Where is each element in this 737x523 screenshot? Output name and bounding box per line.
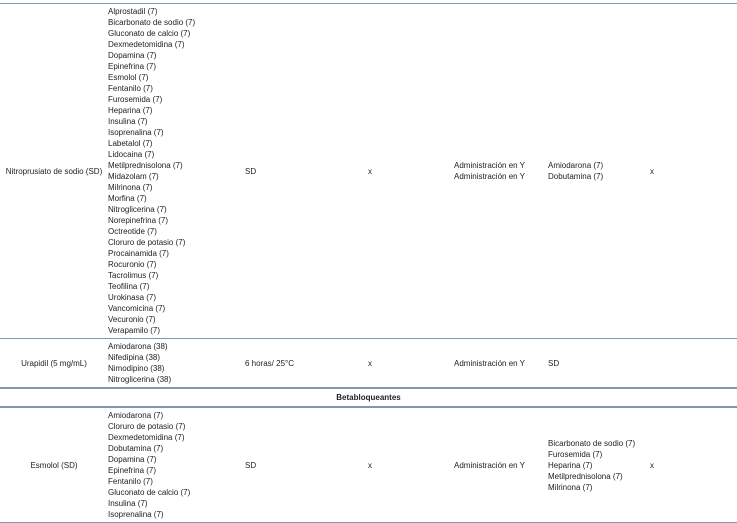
compatible-item: Rocuronio (7) [108,260,157,269]
administration: Administración en Y [454,406,548,523]
mark-text: x [368,460,372,470]
incompatible-item: Bicarbonato de sodio (7) [548,438,636,448]
compatible-item: Amiodarona (38) [108,342,168,351]
compatible-item: Insulina (7) [108,117,148,126]
incompatible-item: Amiodarona (7) [548,161,604,170]
section-title: Betabloqueantes [336,393,401,402]
compatible-item: Insulina (7) [108,499,148,508]
stability: SD [245,406,368,523]
compatible-item: Alprostadil (7) [108,7,158,16]
compatible: Alprostadil (7) Bicarbonato de sodio (7) G… [108,3,245,339]
compatible-item: Morfina (7) [108,194,147,203]
drug-name: Nitroprusiato de sodio (SD) [0,3,108,339]
compatible-item: Metilprednisolona (7) [108,161,183,170]
compatible-item: Cloruro de potasio (7) [108,238,186,247]
mark-text: x [368,358,372,368]
compatible-item: Nitroglicerina (7) [108,205,167,214]
compatible-item: Fentanilo (7) [108,477,153,486]
compatible-item: Epinefrina (7) [108,62,157,71]
compatible-item: Amiodarona (7) [108,411,164,420]
mark2 [650,338,737,389]
drug-name-text: Nitroprusiato de sodio (SD) [5,166,103,176]
compatible: Amiodarona (7) Cloruro de potasio (7) Dexm… [108,406,245,523]
stability-text: 6 horas/ 25°C [245,358,295,368]
incompatible: Amiodarona (7) Dobutamina (7) [548,3,650,339]
compatible-item: Gluconato de calcio (7) [108,488,191,497]
compatible-item: Midazolam (7) [108,172,159,181]
compatible-item: Bicarbonato de sodio (7) [108,18,196,27]
compatible-item: Norepinefrina (7) [108,216,169,225]
stability-text: SD [245,460,257,470]
administration: Administración en Y Administración en Y [454,3,548,339]
compatible-item: Verapamilo (7) [108,326,161,335]
compatible-item: Nifedipina (38) [108,353,161,362]
stability: 6 horas/ 25°C [245,338,368,389]
compatible-item: Dopamina (7) [108,51,157,60]
table-row: Esmolol (SD) Amiodarona (7) Cloruro de pot… [0,406,737,523]
incompatible-item: Heparina (7) [548,460,593,470]
compatible-item: Fentanilo (7) [108,84,153,93]
compatible-item: Procainamida (7) [108,249,169,258]
table-row: Betabloqueantes [0,387,737,408]
mark2: x [650,3,737,339]
compatible-item: Cloruro de potasio (7) [108,422,186,431]
compatible-item: Labetalol (7) [108,139,153,148]
compatible-item: Vancomicina (7) [108,304,166,313]
table-row: Urapidil (5 mg/mL) Amiodarona (38) Nifedip… [0,338,737,389]
compatible-item: Dopamina (7) [108,455,157,464]
compatible-item: Octreotide (7) [108,227,157,236]
incompatible-item: Milrinona (7) [548,482,593,492]
compatible-item: Teofilina (7) [108,282,150,291]
compatible: Amiodarona (38) Nifedipina (38) Nimodipino… [108,338,245,389]
administration-item: Administración en Y [454,161,525,170]
incompatible-item: Metilprednisolona (7) [548,471,623,481]
compatibility-table: Nitroprusiato de sodio (SD) Alprostadil (… [0,3,737,523]
incompatible: SD [548,338,650,389]
section-header: Betabloqueantes [0,387,737,408]
administration-item: Administración en Y [454,172,525,181]
compatible-item: Nitroglicerina (38) [108,375,172,384]
compatible-item: Vecuronio (7) [108,315,156,324]
mark2-text: x [650,460,654,470]
mark2-text: x [650,166,654,176]
compatible-item: Urokinasa (7) [108,293,157,302]
compatible-item: Isoprenalina (7) [108,128,164,137]
stability: SD [245,3,368,339]
compatible-item: Dexmedetomidina (7) [108,40,185,49]
mark-text: x [368,166,372,176]
compatible-item: Dexmedetomidina (7) [108,433,185,442]
compatible-item: Nimodipino (38) [108,364,165,373]
incompatible-item: SD [548,358,560,368]
administration-item: Administración en Y [454,358,525,368]
compatible-item: Tacrolimus (7) [108,271,159,280]
incompatible: Bicarbonato de sodio (7) Furosemida (7) He… [548,406,650,523]
compatible-item: Heparina (7) [108,106,153,115]
mark: x [368,406,454,523]
drug-name: Urapidil (5 mg/mL) [0,338,108,389]
drug-name: Esmolol (SD) [0,406,108,523]
drug-name-text: Urapidil (5 mg/mL) [21,358,87,368]
incompatible-item: Furosemida (7) [548,449,603,459]
drug-name-text: Esmolol (SD) [30,460,78,470]
mark: x [368,338,454,389]
administration: Administración en Y [454,338,548,389]
incompatible-item: Dobutamina (7) [548,172,604,181]
compatible-item: Milrinona (7) [108,183,153,192]
mark: x [368,3,454,339]
compatible-item: Esmolol (7) [108,73,149,82]
compatible-item: Lidocaina (7) [108,150,155,159]
compatible-item: Gluconato de calcio (7) [108,29,191,38]
table-row: Nitroprusiato de sodio (SD) Alprostadil (… [0,3,737,339]
administration-item: Administración en Y [454,460,525,470]
compatible-item: Epinefrina (7) [108,466,157,475]
compatible-item: Dobutamina (7) [108,444,164,453]
compatible-item: Furosemida (7) [108,95,163,104]
mark2: x [650,406,737,523]
stability-text: SD [245,166,257,176]
